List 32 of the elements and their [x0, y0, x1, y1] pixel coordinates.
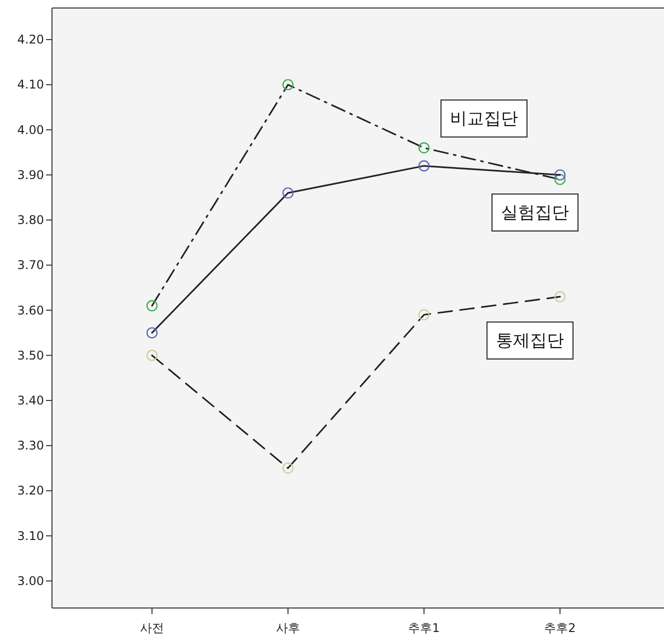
point [418, 160, 430, 172]
point [418, 142, 430, 154]
point [554, 169, 566, 181]
point [146, 327, 158, 338]
y-tick-label: 3.40 [17, 393, 44, 408]
y-tick-label: 4.20 [17, 32, 44, 47]
series-label: 실험집단 [501, 203, 569, 222]
point [554, 174, 566, 186]
y-tick-label: 3.80 [17, 213, 44, 228]
x-tick-label: 사후 [276, 621, 300, 635]
y-tick-label: 4.10 [17, 78, 44, 92]
series-label: 비교집단 [450, 109, 518, 128]
y-tick-label: 3.90 [17, 168, 44, 182]
y-tick-label: 3.70 [17, 258, 44, 272]
x-tick-label: 추후2 [544, 621, 576, 635]
series-label: 통제집단 [496, 331, 564, 350]
y-tick-label: 3.50 [17, 348, 44, 362]
point [554, 291, 566, 302]
point [146, 350, 158, 361]
point [282, 79, 294, 90]
y-tick-label: 3.00 [17, 574, 44, 588]
x-tick-label: 추후1 [408, 621, 440, 635]
y-tick-label: 3.20 [17, 484, 44, 498]
point [146, 300, 158, 312]
x-tick-label: 사전 [140, 621, 164, 635]
y-tick-label: 3.10 [17, 528, 44, 543]
y-tick-label: 3.30 [17, 438, 44, 453]
point [418, 309, 430, 320]
point [282, 187, 294, 199]
point [282, 462, 294, 474]
y-tick-label: 3.60 [17, 303, 44, 318]
y-tick-label: 4.00 [17, 122, 44, 137]
